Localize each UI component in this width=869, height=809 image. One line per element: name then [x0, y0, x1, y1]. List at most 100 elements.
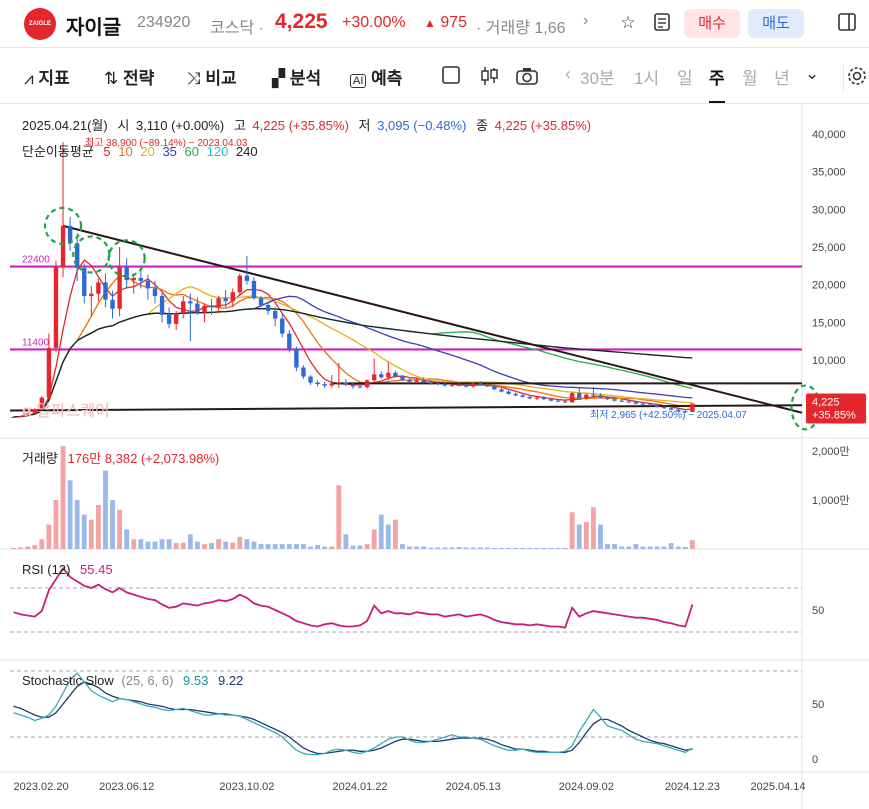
stoch-d-value: 9.22 [218, 673, 243, 688]
candle-body [209, 305, 214, 308]
candle-body [400, 376, 405, 380]
forecast-label: 예측 [371, 69, 403, 88]
candle-body [463, 385, 469, 387]
compare-icon: ⤨ [187, 69, 201, 88]
candle-body [435, 383, 441, 385]
candle-body [258, 298, 264, 306]
candle-body [195, 303, 200, 313]
candle-body [499, 389, 504, 392]
chart-area[interactable]: 22400 11400 4,225+35.85% 40,000 35,000 30,00… [0, 104, 869, 809]
price-axis-label: 15,000 [812, 317, 846, 329]
candle-body [53, 267, 59, 348]
ma-120: 120 [207, 144, 229, 159]
ma-legend[interactable]: 단순이동평균 5 10 20 35 60 120 240 [22, 144, 258, 159]
candle-body [244, 275, 250, 281]
volume-bar [654, 546, 660, 549]
volume-bar [124, 529, 130, 549]
volume-bar [385, 524, 391, 549]
volume-bar [576, 524, 582, 549]
volume-bar [689, 540, 695, 549]
candlestick-icon[interactable] [478, 65, 500, 92]
candle-body [371, 374, 377, 381]
stoch-k-value: 9.53 [183, 673, 208, 688]
stoch-axis-label: 0 [812, 754, 818, 766]
stoch-label: Stochastic Slow [22, 673, 114, 688]
level-label: 11400 [22, 337, 50, 348]
current-price-tag-pct: +35.85% [812, 410, 856, 422]
volume-bar [138, 539, 144, 549]
side-panel-icon[interactable] [836, 12, 858, 34]
candle-body [131, 277, 136, 281]
volume-bar [308, 546, 313, 549]
candle-body [308, 376, 313, 383]
settings-gear-icon[interactable] [843, 65, 868, 92]
volume-bar [661, 546, 667, 549]
info-close-label: 종 [476, 118, 488, 133]
period-1hour[interactable]: 1시 [634, 69, 660, 88]
period-dropdown-icon[interactable]: ⌄ [805, 64, 820, 83]
camera-icon[interactable] [515, 65, 539, 92]
volume-bar [329, 546, 335, 549]
period-30min[interactable]: 30분 [580, 69, 615, 88]
volume-bar [682, 547, 688, 549]
indicator-button[interactable]: ⩘ 지표 [24, 64, 70, 89]
volume-bar [237, 536, 243, 549]
stoch-params: (25, 6, 6) [121, 673, 173, 688]
candle-body [124, 267, 129, 281]
current-price-tag-value: 4,225 [812, 397, 840, 409]
candle-body [626, 401, 631, 403]
period-week[interactable]: 주 [709, 64, 725, 103]
volume-bar [81, 514, 87, 549]
candle-body [145, 280, 151, 289]
compare-button[interactable]: ⤨ 비교 [187, 64, 237, 89]
volume-bar [265, 544, 271, 549]
volume-bar [449, 547, 455, 549]
volume-bar [152, 541, 158, 549]
volume-bar [364, 544, 370, 549]
volume-bar [18, 547, 24, 549]
period-year[interactable]: 년 [774, 69, 790, 88]
analysis-button[interactable]: ▞ 분석 [272, 64, 321, 89]
stock-logo: ZAIGLE [24, 8, 56, 40]
volume-bar [39, 539, 45, 549]
candle-body [265, 305, 271, 312]
period-scroll-left-icon[interactable]: ‹ [565, 64, 571, 83]
period-day[interactable]: 일 [677, 69, 693, 88]
market-name: 코스닥 · [210, 20, 264, 37]
rsi-line [13, 566, 694, 629]
candle-body [534, 397, 540, 399]
candle-body [343, 382, 349, 385]
candle-body [280, 318, 285, 334]
star-icon[interactable]: ☆ [620, 13, 636, 32]
candle-body [301, 367, 306, 377]
memo-icon[interactable] [651, 12, 673, 34]
stoch-k-line [13, 672, 693, 756]
period-month[interactable]: 월 [742, 69, 758, 88]
volume-bar [180, 542, 186, 549]
header-scroll-right-icon[interactable]: › [583, 12, 589, 29]
candle-body [202, 305, 207, 313]
volume-bar [74, 500, 80, 549]
volume-bar [32, 545, 38, 549]
candle-body [159, 295, 165, 315]
sell-button[interactable]: 매도 [748, 9, 804, 38]
current-price-tag [806, 393, 866, 424]
x-axis-label: 2024.09.02 [559, 781, 614, 793]
info-date: 2025.04.21(월) [22, 118, 108, 133]
forecast-button[interactable]: AI 예측 [350, 64, 402, 89]
buy-button[interactable]: 매수 [684, 9, 740, 38]
volume-bar [605, 544, 610, 549]
candle-body [676, 409, 681, 412]
x-axis-label: 2024.12.23 [665, 781, 720, 793]
volume-bar [527, 548, 533, 549]
volume-bar [612, 544, 618, 549]
volume-bar [562, 548, 568, 549]
volume-bar [428, 547, 434, 549]
candle-body [230, 292, 235, 302]
candle-body [25, 413, 30, 417]
candle-body [407, 379, 412, 382]
square-tool-icon[interactable] [441, 65, 461, 90]
volume-bar [145, 541, 151, 549]
strategy-button[interactable]: ⇅ 전략 [104, 64, 154, 89]
candle-body [569, 393, 575, 403]
